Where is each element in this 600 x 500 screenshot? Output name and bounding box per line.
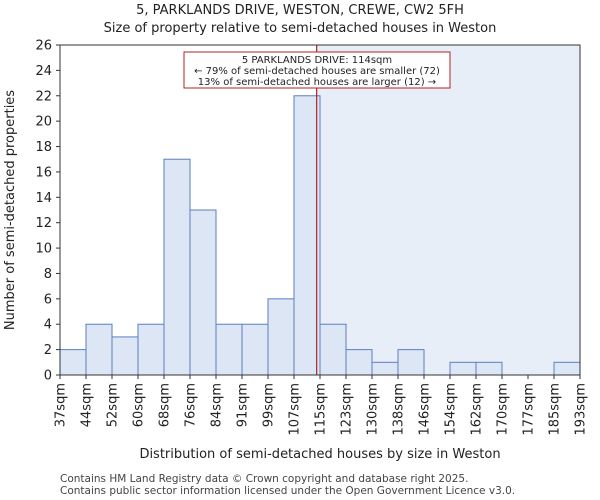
y-tick-label: 6 bbox=[44, 292, 52, 307]
x-tick-label: 99sqm bbox=[262, 383, 277, 427]
x-tick-label: 91sqm bbox=[236, 383, 251, 427]
x-tick-label: 44sqm bbox=[80, 383, 95, 427]
y-tick-label: 14 bbox=[35, 191, 52, 206]
annotation-line-2: ← 79% of semi-detached houses are smalle… bbox=[194, 66, 440, 77]
y-tick-label: 8 bbox=[44, 267, 52, 282]
chart-title: 5, PARKLANDS DRIVE, WESTON, CREWE, CW2 5… bbox=[136, 3, 464, 18]
x-tick-label: 138sqm bbox=[392, 383, 407, 436]
y-tick-label: 18 bbox=[35, 140, 52, 155]
bar-185sqm bbox=[553, 361, 581, 376]
bar-115sqm bbox=[319, 323, 347, 376]
highlight-region bbox=[316, 45, 580, 375]
x-tick-label: 123sqm bbox=[340, 383, 355, 436]
bar-37sqm bbox=[59, 349, 87, 376]
x-tick-label: 170sqm bbox=[496, 383, 511, 436]
annotation-line-1: 5 PARKLANDS DRIVE: 114sqm bbox=[242, 55, 392, 66]
bar-91sqm bbox=[241, 323, 269, 376]
y-tick-label: 0 bbox=[44, 369, 52, 384]
chart-title-block: 5, PARKLANDS DRIVE, WESTON, CREWE, CW2 5… bbox=[0, 2, 600, 38]
y-tick-label: 26 bbox=[35, 39, 52, 54]
x-tick-label: 60sqm bbox=[132, 383, 147, 427]
x-tick-label: 68sqm bbox=[158, 383, 173, 427]
x-tick-label: 185sqm bbox=[548, 383, 563, 436]
x-tick-label: 76sqm bbox=[184, 383, 199, 427]
x-tick-label: 193sqm bbox=[574, 383, 589, 436]
y-tick-label: 10 bbox=[35, 242, 52, 257]
y-tick-label: 20 bbox=[35, 115, 52, 130]
x-tick-label: 177sqm bbox=[522, 383, 537, 436]
bar-138sqm bbox=[397, 349, 425, 376]
footer-line-1: Contains HM Land Registry data © Crown c… bbox=[60, 473, 469, 485]
x-axis-label: Distribution of semi-detached houses by … bbox=[139, 447, 500, 462]
annotation-line-3: 13% of semi-detached houses are larger (… bbox=[198, 77, 436, 88]
bar-60sqm bbox=[137, 323, 165, 376]
x-tick-label: 154sqm bbox=[444, 383, 459, 436]
annotation-box: 5 PARKLANDS DRIVE: 114sqm ← 79% of semi-… bbox=[183, 51, 451, 89]
x-tick-label: 115sqm bbox=[314, 383, 329, 436]
bar-52sqm bbox=[111, 336, 139, 376]
bar-154sqm bbox=[449, 361, 477, 376]
bars-group bbox=[59, 95, 581, 376]
x-tick-label: 107sqm bbox=[288, 383, 303, 436]
y-tick-label: 22 bbox=[35, 89, 52, 104]
bar-76sqm bbox=[189, 209, 217, 376]
x-tick-label: 37sqm bbox=[54, 383, 69, 427]
x-axis: 37sqm 44sqm 52sqm 60sqm 68sqm 76sqm 84sqm 91sqm… bbox=[54, 375, 589, 436]
y-tick-label: 12 bbox=[35, 216, 52, 231]
bar-130sqm bbox=[371, 361, 399, 376]
footer-line-2: Contains public sector information licen… bbox=[60, 485, 516, 497]
x-tick-label: 130sqm bbox=[366, 383, 381, 436]
annotation-frame bbox=[183, 51, 451, 89]
y-tick-label: 24 bbox=[35, 64, 52, 79]
bar-99sqm bbox=[267, 298, 295, 376]
y-tick-label: 16 bbox=[35, 165, 52, 180]
bar-44sqm bbox=[85, 323, 113, 376]
bar-68sqm bbox=[163, 158, 191, 376]
bar-162sqm bbox=[475, 361, 503, 376]
x-tick-label: 146sqm bbox=[418, 383, 433, 436]
y-tick-label: 4 bbox=[44, 318, 52, 333]
bar-107sqm bbox=[293, 95, 321, 376]
chart-subtitle: Size of property relative to semi-detach… bbox=[103, 21, 497, 36]
x-tick-label: 84sqm bbox=[210, 383, 225, 427]
y-tick-label: 2 bbox=[44, 343, 52, 358]
bar-123sqm bbox=[345, 349, 373, 376]
y-axis-label: Number of semi-detached properties bbox=[3, 90, 18, 330]
bar-84sqm bbox=[215, 323, 243, 376]
x-tick-label: 162sqm bbox=[470, 383, 485, 436]
x-tick-label: 52sqm bbox=[106, 383, 121, 427]
